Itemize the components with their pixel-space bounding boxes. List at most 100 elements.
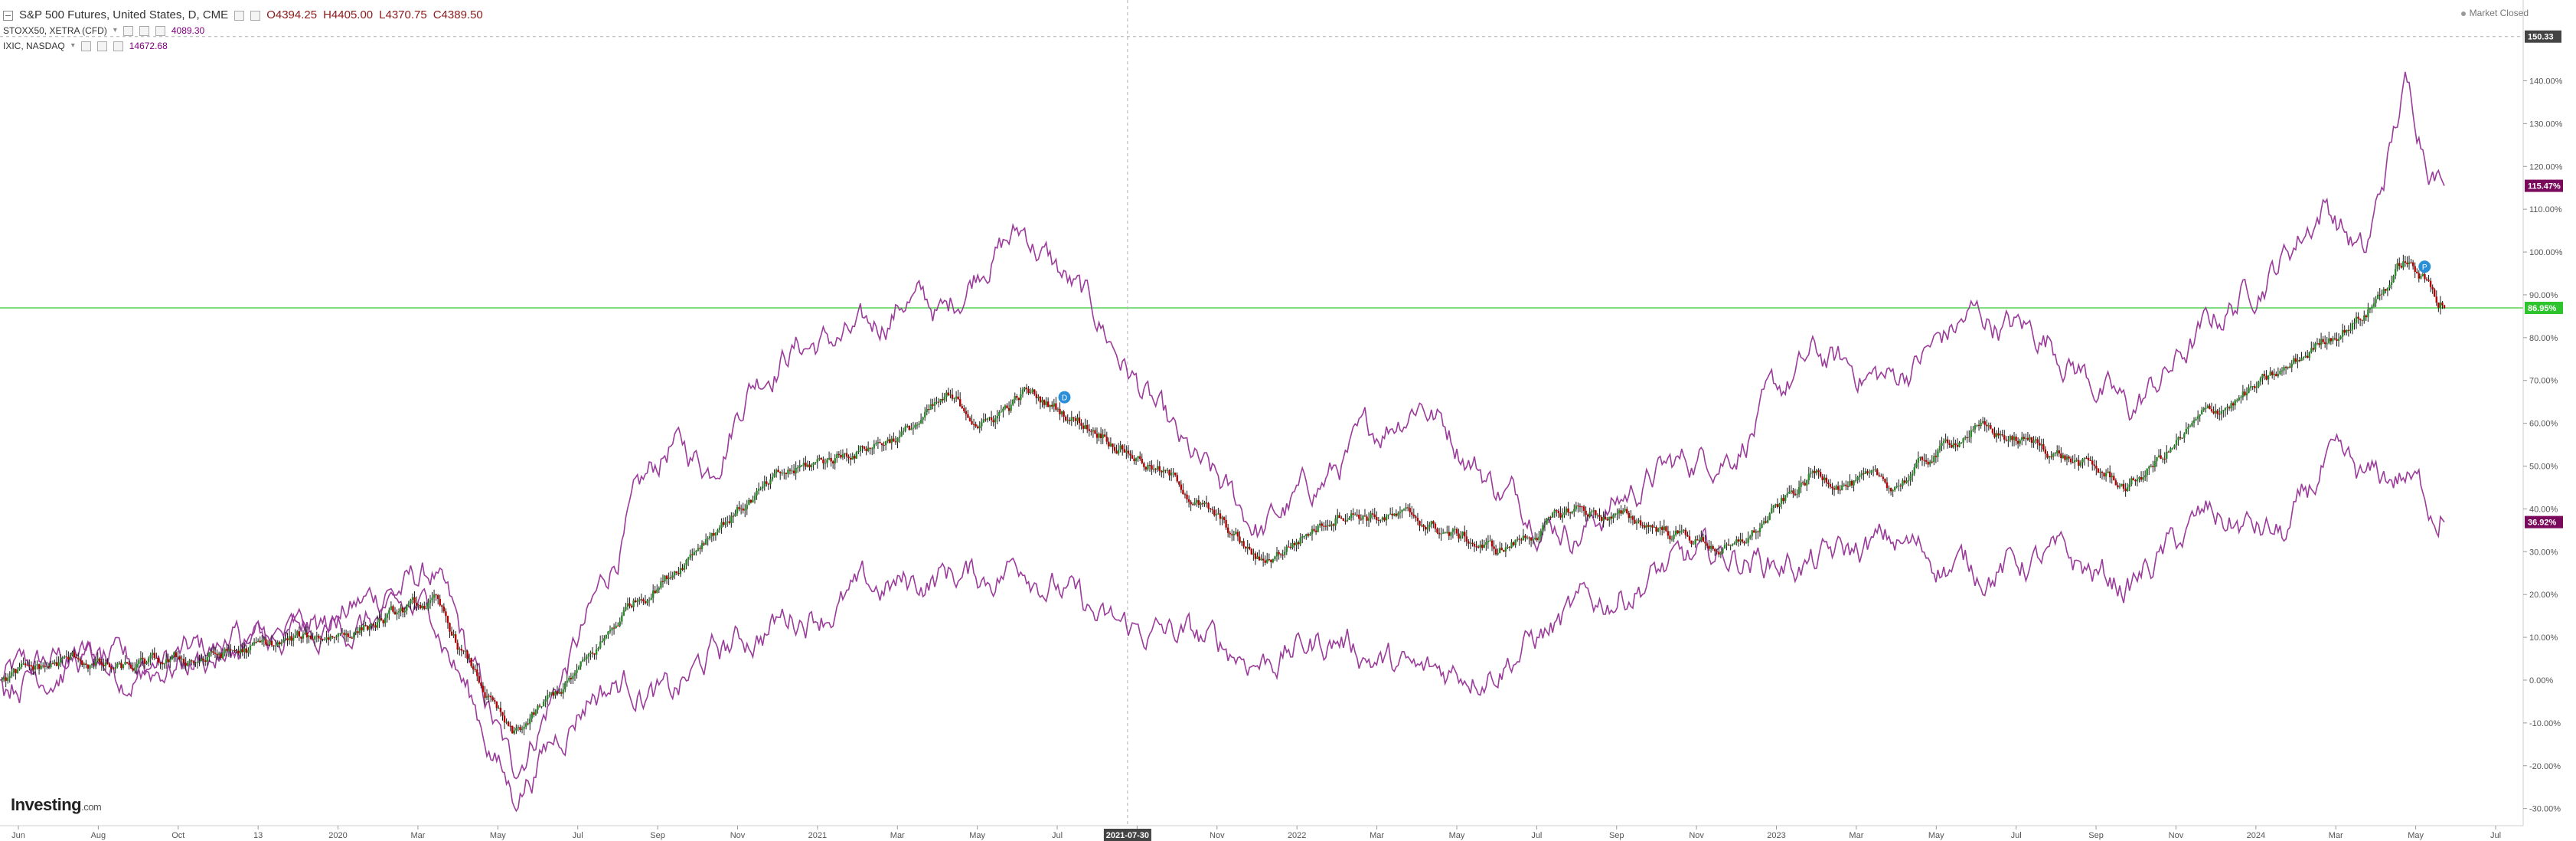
candle-down (1708, 545, 1710, 549)
close-icon[interactable] (250, 10, 261, 21)
candle-down (214, 653, 217, 654)
compare-series-line-2[interactable] (0, 432, 2445, 813)
candle-down (298, 631, 301, 637)
legend-collapse-icon[interactable] (3, 10, 13, 21)
candle-down (392, 606, 394, 612)
candle-down (2336, 339, 2338, 342)
candle-down (255, 641, 257, 643)
candle-up (2381, 293, 2383, 295)
candle-up (1272, 559, 1275, 563)
candle-down (77, 658, 80, 659)
event-marker[interactable]: P (2418, 260, 2431, 273)
compare-series-line-1[interactable] (0, 71, 2445, 780)
candle-up (1888, 488, 1890, 489)
candle-down (677, 573, 680, 574)
candle-down (2046, 453, 2049, 458)
candle-down (2209, 405, 2211, 410)
candle-down (1176, 475, 1178, 482)
candle-up (1451, 529, 1455, 532)
last-value-label: 86.95% (2528, 304, 2557, 313)
candle-up (1137, 456, 1139, 459)
candle-up (2386, 288, 2389, 291)
candle-up (71, 652, 73, 656)
chevron-down-icon[interactable]: ▾ (113, 26, 117, 34)
candle-up (2171, 447, 2174, 449)
candle-up (1784, 495, 1787, 502)
candle-down (1190, 502, 1192, 505)
candle-down (2101, 471, 2104, 473)
candle-up (1772, 505, 1775, 509)
candle-up (1029, 391, 1032, 394)
main-series-title[interactable]: S&P 500 Futures, United States, D, CME (19, 8, 229, 21)
candle-down (2003, 435, 2006, 440)
candle-down (1297, 542, 1300, 545)
eye-icon[interactable] (122, 25, 133, 36)
candle-down (1948, 443, 1951, 446)
close-icon[interactable] (155, 25, 165, 36)
candle-down (312, 639, 314, 640)
candle-up (1014, 396, 1016, 400)
candle-up (335, 636, 338, 638)
candle-up (1762, 521, 1765, 524)
candle-up (1768, 513, 1771, 520)
candle-down (971, 420, 973, 424)
candle-down (472, 666, 475, 670)
close-icon[interactable] (113, 41, 123, 51)
candle-down (963, 407, 965, 411)
event-marker-icon[interactable] (2418, 260, 2431, 273)
chevron-down-icon[interactable]: ▾ (70, 41, 75, 50)
settings-icon[interactable] (139, 25, 149, 36)
settings-icon[interactable] (96, 41, 107, 51)
y-tick-label: -30.00% (2529, 805, 2561, 814)
candle-up (1232, 533, 1236, 535)
candle-down (220, 653, 222, 659)
candle-up (982, 419, 985, 423)
candle-up (2287, 366, 2289, 368)
x-tick-label: Jul (2011, 831, 2022, 840)
candle-down (883, 445, 885, 447)
candle-down (937, 401, 940, 403)
event-marker[interactable]: D (1058, 391, 1071, 404)
candle-down (961, 406, 963, 408)
candle-up (269, 640, 271, 645)
candle-up (2121, 483, 2123, 486)
logo-brand: Investing (11, 795, 82, 814)
candle-up (1673, 535, 1675, 539)
candle-up (1976, 424, 1978, 426)
event-marker-icon[interactable] (1058, 391, 1071, 404)
candle-up (376, 622, 379, 628)
candle-down (805, 463, 807, 467)
compare-2-title[interactable]: IXIC, NASDAQ (3, 41, 65, 51)
candle-up (693, 551, 696, 555)
candle-up (955, 396, 958, 399)
x-tick-label: 2020 (328, 831, 347, 840)
eye-icon[interactable] (80, 41, 91, 51)
candle-down (830, 457, 832, 462)
compare-1-title[interactable]: STOXX50, XETRA (CFD) (3, 25, 107, 36)
candlestick-series[interactable] (1, 254, 2446, 735)
candle-down (204, 660, 207, 662)
candle-down (1954, 443, 1957, 445)
candle-down (511, 725, 514, 734)
candle-up (2205, 408, 2207, 410)
candle-up (89, 665, 91, 669)
candle-up (145, 662, 148, 664)
plot-area[interactable]: DP (0, 0, 2523, 826)
low-value: L4370.75 (379, 8, 427, 21)
candle-up (683, 564, 686, 570)
candle-down (108, 663, 111, 668)
candle-up (1907, 480, 1910, 482)
settings-icon[interactable] (234, 10, 245, 21)
candle-down (2228, 407, 2231, 409)
candle-up (1800, 482, 1802, 487)
candle-down (1139, 456, 1141, 460)
candle-up (2320, 339, 2323, 345)
candle-down (2400, 266, 2403, 268)
candle-down (212, 651, 214, 653)
candle-up (2183, 434, 2186, 438)
candle-down (1669, 535, 1671, 540)
x-tick-label: Jun (11, 831, 25, 840)
candle-down (1686, 535, 1689, 537)
candle-down (1059, 408, 1061, 414)
